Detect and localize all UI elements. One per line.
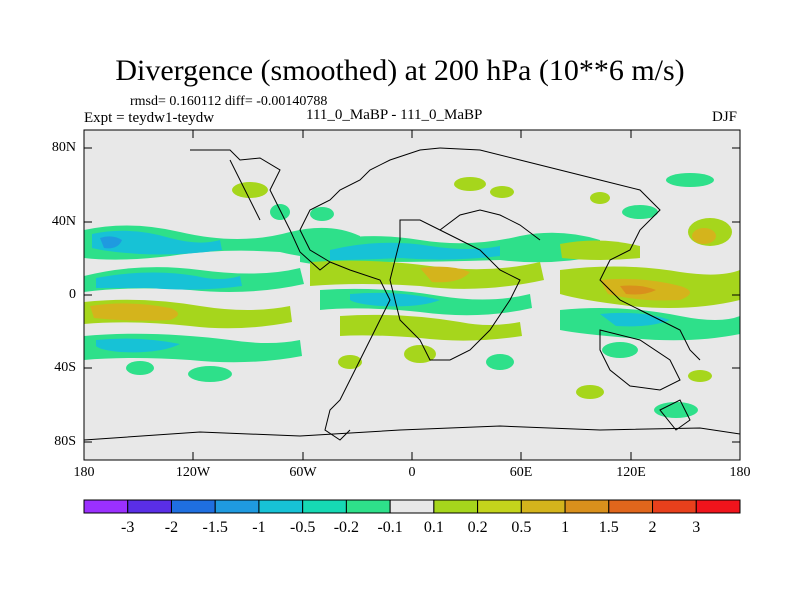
colorbar-swatch: [520, 499, 566, 514]
pos-blob: [90, 303, 178, 321]
colorbar-swatch: [302, 499, 347, 514]
colorbar-label: 0.2: [467, 519, 488, 536]
colorbar-swatch: [389, 499, 435, 514]
x-tick-label: 120W: [175, 465, 211, 480]
x-tick-label: 120E: [616, 465, 646, 480]
colorbar-swatch: [83, 499, 129, 514]
neg-blob: [126, 361, 154, 375]
neg-blob: [486, 354, 514, 370]
y-tick-label: 0: [69, 287, 76, 302]
season-label: DJF: [712, 109, 738, 125]
colorbar-label: -0.5: [289, 519, 316, 536]
x-tick-label: 0: [408, 465, 416, 480]
colorbar-swatch: [477, 499, 522, 514]
colorbar-label: -3: [121, 519, 135, 536]
neg-blob: [666, 173, 714, 187]
colorbar-swatch: [258, 499, 304, 514]
y-tick-label: 40N: [51, 214, 76, 229]
colorbar-label: 1.5: [598, 519, 619, 536]
colorbar-swatch: [608, 499, 654, 514]
colorbar-swatch: [170, 499, 216, 514]
pos-blob: [490, 186, 514, 198]
colorbar-swatch: [695, 499, 741, 514]
colorbar-label: 0.1: [423, 519, 444, 536]
divergence-field: [84, 147, 740, 441]
colorbar-label: -1.5: [202, 519, 228, 536]
neg-blob: [330, 242, 500, 260]
neg-blob: [92, 230, 222, 255]
pos-blob: [620, 285, 656, 295]
rmsd-diff-stats: rmsd= 0.160112 diff= -0.00140788: [130, 94, 328, 109]
pos-blob: [340, 314, 522, 341]
pos-blob: [576, 385, 604, 399]
colorbar-swatch: [345, 499, 391, 514]
pos-blob: [232, 182, 268, 198]
x-tick-label: 60E: [509, 465, 533, 480]
neg-blob: [100, 236, 122, 249]
colorbar-swatch: [652, 499, 697, 514]
pos-blob: [404, 345, 436, 363]
x-tick-label: 60W: [289, 465, 317, 480]
x-tick-label: 180: [729, 465, 751, 480]
y-tick-label: 80S: [54, 434, 76, 449]
pos-blob: [688, 370, 712, 382]
colorbar-swatch: [214, 499, 260, 514]
colorbar-label: -0.1: [377, 519, 403, 536]
pos-blob: [590, 192, 610, 204]
neg-blob: [622, 205, 658, 219]
case-label: 111_0_MaBP - 111_0_MaBP: [306, 107, 483, 123]
colorbar-swatch: [564, 499, 610, 514]
experiment-label: Expt = teydw1-teydw: [84, 110, 215, 126]
neg-blob: [270, 204, 290, 220]
colorbar: [83, 499, 741, 514]
neg-blob: [96, 272, 242, 290]
colorbar-label: 3: [692, 519, 701, 536]
pos-blob: [692, 228, 716, 244]
y-tick-label: 80N: [51, 140, 76, 155]
colorbar-swatch: [433, 499, 479, 514]
neg-blob: [310, 207, 334, 221]
colorbar-label: 0.5: [511, 519, 532, 536]
coastlines: [84, 147, 740, 441]
colorbar-label: -2: [164, 519, 179, 536]
axis-ticks: [84, 130, 740, 460]
neg-blob: [96, 338, 180, 353]
y-tick-label: 40S: [54, 360, 76, 375]
colorbar-label: 2: [648, 519, 657, 536]
colorbar-label: 1: [561, 519, 570, 536]
neg-blob: [602, 342, 638, 358]
colorbar-swatch: [127, 499, 172, 514]
colorbar-label: -0.2: [333, 519, 360, 536]
pos-blob: [420, 266, 470, 283]
pos-blob: [454, 177, 486, 191]
neg-blob: [188, 366, 232, 382]
plot-title: Divergence (smoothed) at 200 hPa (10**6 …: [115, 54, 685, 87]
pos-blob: [338, 355, 362, 369]
x-tick-label: 180: [73, 465, 95, 480]
colorbar-label: -1: [252, 519, 266, 536]
